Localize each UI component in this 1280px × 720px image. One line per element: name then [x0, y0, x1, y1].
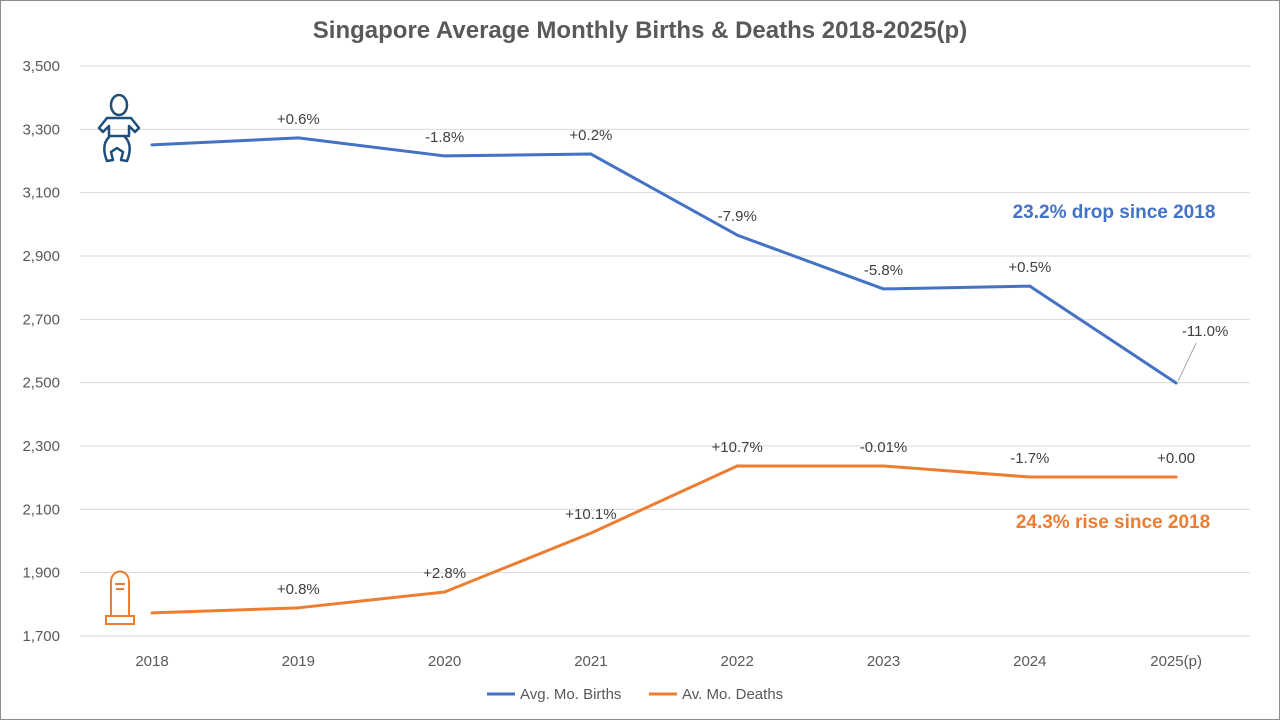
births-point	[150, 143, 154, 147]
deaths-data-label: +10.7%	[712, 439, 763, 456]
deaths-data-label: +10.1%	[565, 506, 616, 523]
births-data-label: +0.2%	[569, 127, 612, 144]
deaths-data-label: +2.8%	[423, 565, 466, 582]
deaths-data-label: -0.01%	[860, 439, 908, 456]
y-tick-label: 2,300	[22, 438, 60, 455]
baby-icon	[97, 93, 141, 163]
y-tick-label: 1,900	[22, 565, 60, 582]
births-data-label: -5.8%	[864, 262, 903, 279]
leader-line	[1177, 342, 1197, 382]
deaths-point	[589, 531, 593, 535]
births-point	[882, 287, 885, 291]
y-tick-label: 3,500	[22, 58, 60, 75]
x-tick-label: 2018	[135, 653, 168, 670]
x-tick-label: 2019	[282, 653, 315, 670]
chart-title: Singapore Average Monthly Births & Death…	[313, 17, 967, 44]
births-point	[296, 136, 300, 140]
births-data-label: +0.6%	[277, 111, 320, 128]
deaths-annotation: 24.3% rise since 2018	[1016, 512, 1210, 533]
deaths-line	[151, 464, 1177, 615]
deaths-point	[1174, 475, 1178, 479]
births-data-label: -11.0%	[1182, 323, 1228, 340]
births-data-label: -7.9%	[718, 208, 757, 225]
deaths-point	[735, 464, 739, 468]
deaths-point	[882, 464, 885, 468]
y-tick-label: 3,300	[22, 121, 60, 138]
births-point	[735, 233, 739, 237]
deaths-point	[1028, 475, 1032, 479]
deaths-data-label: +0.00	[1157, 450, 1195, 467]
deaths-data-label: -1.7%	[1010, 450, 1049, 467]
deaths-point	[150, 611, 154, 615]
y-tick-label: 2,100	[22, 501, 60, 518]
legend-deaths-label: Av. Mo. Deaths	[682, 686, 783, 703]
legend-births-label: Avg. Mo. Births	[520, 686, 621, 703]
births-line	[151, 136, 1177, 385]
births-data-label: -1.8%	[425, 129, 464, 146]
x-tick-label: 2020	[428, 653, 461, 670]
deaths-point	[296, 606, 300, 610]
tombstone-icon	[105, 570, 135, 625]
y-tick-label: 3,100	[22, 185, 60, 202]
x-tick-label: 2024	[1013, 653, 1046, 670]
x-tick-label: 2023	[867, 653, 900, 670]
births-point	[443, 154, 447, 158]
x-tick-label: 2021	[574, 653, 607, 670]
births-point	[589, 152, 593, 156]
deaths-data-label: +0.8%	[277, 581, 320, 598]
y-tick-label: 2,500	[22, 375, 60, 392]
x-tick-label: 2025(p)	[1150, 653, 1202, 670]
legend: Avg. Mo. Births Av. Mo. Deaths	[487, 686, 783, 703]
y-tick-label: 2,900	[22, 248, 60, 265]
births-data-label: +0.5%	[1008, 259, 1051, 276]
x-tick-label: 2022	[721, 653, 754, 670]
y-tick-label: 2,700	[22, 311, 60, 328]
y-tick-label: 1,700	[22, 628, 60, 645]
deaths-point	[443, 590, 447, 594]
births-annotation: 23.2% drop since 2018	[1013, 202, 1216, 223]
births-point	[1028, 284, 1032, 288]
births-point	[1174, 381, 1178, 385]
